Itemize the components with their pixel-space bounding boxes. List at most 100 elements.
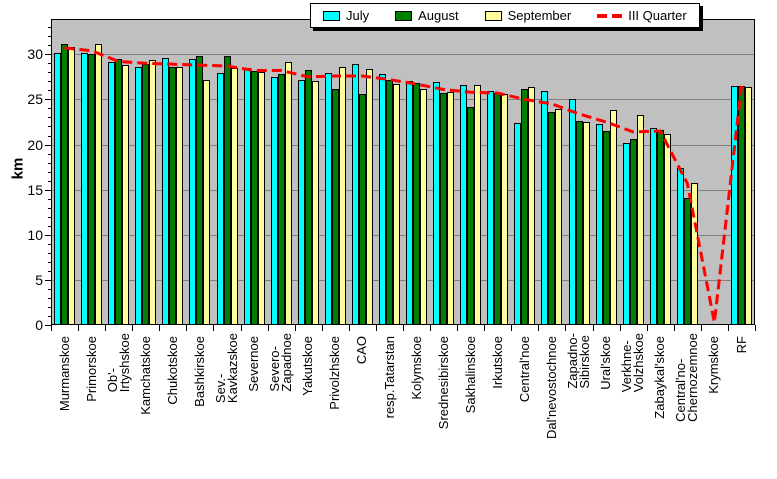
x-axis-label-text: Yakutskoe [300, 336, 316, 396]
y-axis-minor-tick [48, 90, 51, 92]
y-axis-tick [45, 54, 51, 56]
x-axis-label-text: CAO [354, 336, 370, 365]
x-axis-tick [159, 325, 161, 331]
bar-august [169, 66, 177, 325]
y-axis-tick [45, 279, 51, 281]
bar-august [656, 130, 664, 325]
x-axis-tick [484, 325, 486, 331]
bar-august [440, 93, 448, 325]
bar-september [68, 47, 75, 325]
bar-august [629, 139, 637, 325]
y-axis-minor-tick [48, 180, 51, 182]
bar-august [196, 56, 204, 325]
x-axis-label: CAO [354, 333, 384, 364]
x-axis-label-text: Ural'skoe [598, 336, 614, 390]
y-axis-minor-tick [48, 117, 51, 119]
bar-september [311, 80, 319, 325]
bar-august [304, 69, 312, 325]
y-axis-tick-label: 20 [27, 136, 43, 153]
x-axis-tick [646, 325, 648, 331]
bar-september [420, 88, 427, 325]
bar-july [135, 66, 143, 325]
x-axis-label-text: Bashkirskoe [191, 336, 207, 407]
y-axis-tick-label: 10 [27, 226, 43, 243]
bar-july [460, 85, 468, 325]
y-axis-minor-tick [48, 216, 51, 218]
bar-september [663, 133, 671, 325]
y-axis-minor-tick [48, 225, 51, 227]
y-axis-minor-tick [48, 135, 51, 137]
x-axis-label-text: Chukotskoe [164, 336, 180, 405]
bar-september [690, 183, 698, 325]
y-axis-minor-tick [48, 198, 51, 200]
y-axis-minor-tick [48, 297, 51, 299]
september-swatch-icon [484, 10, 502, 21]
y-axis-minor-tick [48, 45, 51, 47]
bar-july [54, 53, 61, 325]
bar-august [548, 112, 556, 325]
y-axis-minor-tick [48, 108, 51, 110]
bar-august [413, 83, 420, 325]
x-axis-tick [213, 325, 215, 331]
x-axis-tick [538, 325, 540, 331]
bar-august [683, 197, 691, 325]
legend: July August September III Quarter [310, 3, 700, 28]
bar-august [223, 56, 231, 325]
bar-july [379, 74, 386, 325]
bar-july [108, 61, 116, 325]
gridline [52, 189, 754, 191]
bar-july [189, 58, 197, 325]
x-axis-tick [375, 325, 377, 331]
x-axis-tick [321, 325, 323, 331]
bar-july [595, 123, 603, 325]
bar-september [338, 66, 346, 325]
y-axis-minor-tick [48, 36, 51, 38]
bar-september [122, 65, 130, 325]
x-axis-tick [565, 325, 567, 331]
y-axis-minor-tick [48, 207, 51, 209]
legend-label-september: September [507, 8, 572, 23]
x-axis-label-text: Murmanskoe [56, 336, 72, 412]
x-axis-label-text: Central'no- Chernozemnoe [673, 333, 701, 422]
gridline [52, 144, 754, 146]
x-axis-tick [78, 325, 80, 331]
x-axis-label-text: Kolymskoe [408, 336, 424, 400]
x-axis-tick [294, 325, 296, 331]
august-swatch-icon [395, 10, 413, 21]
bar-july [487, 91, 495, 325]
bar-september [149, 59, 157, 325]
legend-label-august: August [418, 8, 459, 23]
bar-september [745, 86, 752, 325]
bar-july [541, 91, 549, 325]
july-swatch-icon [323, 10, 340, 21]
gridline [52, 99, 754, 101]
y-axis-minor-tick [48, 243, 51, 245]
bar-july [324, 73, 332, 325]
y-axis-tick [45, 144, 51, 146]
y-axis-tick-label: 25 [27, 91, 43, 108]
gridline [52, 279, 754, 281]
x-axis-label-text: resp.Tatarstan [381, 336, 397, 419]
bar-september [609, 110, 617, 325]
bar-september [257, 72, 265, 325]
bar-july [433, 82, 441, 325]
bar-july [351, 64, 359, 325]
legend-item-iii-quarter: III Quarter [597, 8, 687, 23]
y-axis-minor-tick [48, 153, 51, 155]
x-axis-tick [619, 325, 621, 331]
gridline [52, 234, 754, 236]
bar-july [649, 128, 657, 325]
bar-july [243, 67, 251, 325]
bar-july [162, 57, 170, 325]
bar-august [738, 85, 745, 325]
bar-july [622, 142, 630, 325]
bar-august [521, 88, 529, 325]
x-axis-label-text: Krymskoe [706, 336, 722, 394]
bar-july [514, 122, 522, 325]
x-axis-label-text: Sakhalinskoe [462, 336, 478, 414]
legend-label-july: July [346, 8, 370, 23]
y-axis-minor-tick [48, 288, 51, 290]
x-axis-label-text: Srednesibirskoe [435, 336, 451, 430]
bar-september [582, 122, 590, 325]
